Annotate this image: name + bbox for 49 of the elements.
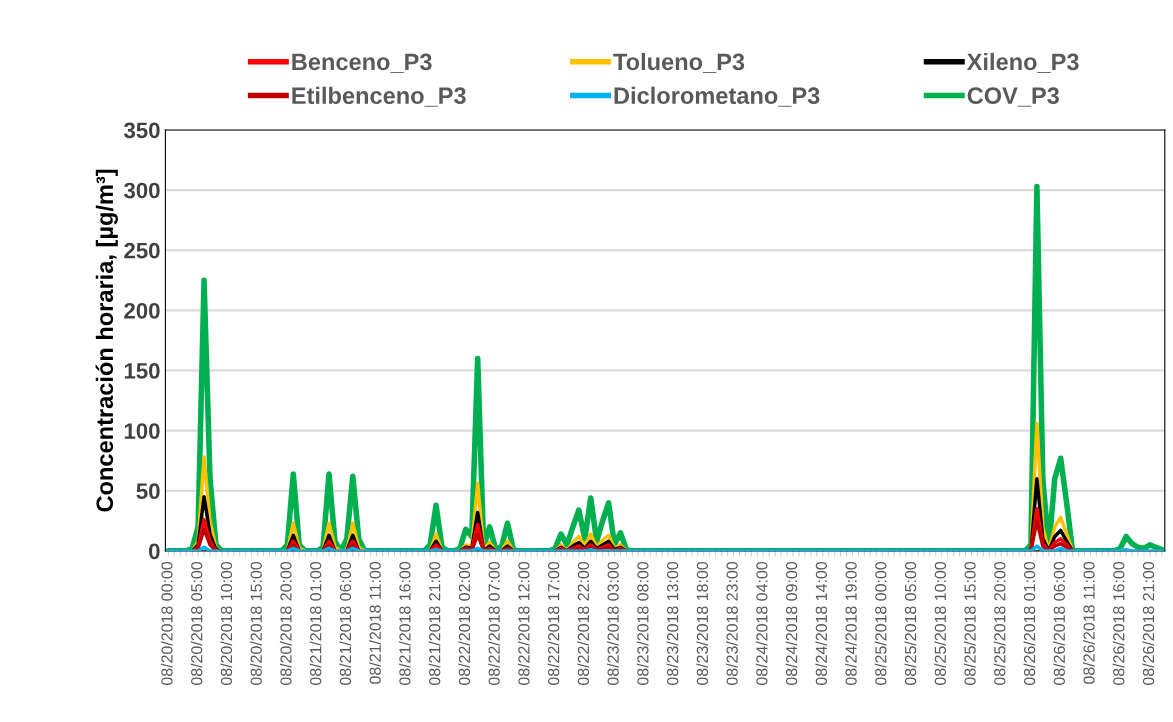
- y-tick-label: 0: [149, 543, 160, 560]
- x-tick-label: 08/25/2018 00:00: [874, 561, 887, 686]
- x-tick-label: 08/20/2018 10:00: [220, 561, 233, 686]
- x-tick-label: 08/21/2018 01:00: [309, 561, 322, 686]
- x-tick-label: 08/23/2018 23:00: [726, 561, 738, 686]
- y-tick-label: 200: [124, 302, 160, 319]
- y-tick-label: 300: [123, 182, 160, 199]
- x-tick-label: 08/26/2018 16:00: [1112, 561, 1125, 686]
- legend-label: Tolueno_P3: [613, 52, 745, 73]
- x-tick-label: 08/22/2018 12:00: [517, 561, 530, 686]
- x-tick-label: 08/23/2018 13:00: [666, 561, 679, 686]
- x-tick-label: 08/20/2018 00:00: [160, 561, 173, 686]
- x-tick-label: 08/22/2018 22:00: [577, 561, 590, 686]
- x-tick-label: 08/24/2018 09:00: [785, 561, 798, 686]
- x-tick-label: 08/25/2018 05:00: [904, 561, 917, 686]
- x-tick-label: 08/25/2018 15:00: [964, 561, 976, 686]
- x-tick-label: 08/25/2018 10:00: [934, 561, 946, 686]
- y-axis-title: Concentración horaria, [µg/m³]: [95, 169, 118, 512]
- legend-label: Xileno_P3: [966, 52, 1079, 73]
- x-tick-label: 08/22/2018 17:00: [547, 561, 560, 686]
- x-tick-label: 08/20/2018 15:00: [250, 561, 262, 686]
- legend-label: Benceno_P3: [292, 53, 432, 73]
- legend-label: COV_P3: [967, 87, 1060, 107]
- x-tick-label: 08/21/2018 11:00: [369, 561, 381, 684]
- y-tick-label: 150: [124, 363, 160, 379]
- y-tick-label: 250: [124, 242, 160, 259]
- x-tick-label: 08/25/2018 20:00: [993, 561, 1006, 686]
- legend-label: Diclorometano_P3: [614, 86, 820, 107]
- x-tick-label: 08/20/2018 20:00: [279, 561, 292, 686]
- x-tick-label: 08/24/2018 14:00: [815, 561, 828, 686]
- x-tick-label: 08/26/2018 21:00: [1142, 561, 1155, 686]
- x-tick-label: 08/23/2018 18:00: [696, 561, 709, 686]
- x-tick-label: 08/21/2018 21:00: [428, 561, 441, 686]
- y-tick-label: 100: [124, 423, 160, 439]
- x-tick-label: 08/24/2018 19:00: [845, 561, 857, 686]
- y-tick-label: 50: [136, 483, 160, 500]
- y-tick-label: 350: [123, 122, 160, 139]
- x-tick-label: 08/26/2018 01:00: [1023, 561, 1036, 686]
- x-tick-label: 08/23/2018 08:00: [636, 561, 649, 686]
- legend-label: Etilbenceno_P3: [292, 86, 466, 107]
- x-tick-label: 08/22/2018 02:00: [458, 561, 471, 686]
- x-tick-label: 08/23/2018 03:00: [607, 561, 619, 686]
- x-tick-label: 08/26/2018 11:00: [1082, 561, 1095, 684]
- x-tick-label: 08/21/2018 06:00: [339, 561, 352, 686]
- x-tick-label: 08/24/2018 04:00: [755, 561, 768, 686]
- x-tick-label: 08/21/2018 16:00: [398, 561, 411, 686]
- x-tick-label: 08/22/2018 07:00: [488, 561, 500, 686]
- x-tick-label: 08/26/2018 06:00: [1053, 561, 1065, 686]
- x-tick-label: 08/20/2018 05:00: [190, 561, 203, 686]
